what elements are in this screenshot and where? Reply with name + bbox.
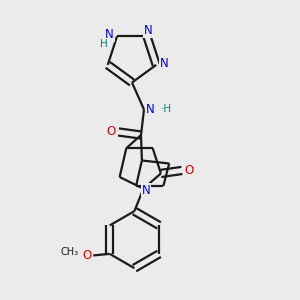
Text: N: N xyxy=(159,57,168,70)
Text: N: N xyxy=(142,184,151,197)
Text: N: N xyxy=(146,103,154,116)
Text: N: N xyxy=(144,24,153,37)
Text: ·H: ·H xyxy=(160,104,172,114)
Text: O: O xyxy=(82,249,92,262)
Text: H: H xyxy=(100,39,107,49)
Text: N: N xyxy=(105,28,114,41)
Text: CH₃: CH₃ xyxy=(60,248,78,257)
Text: O: O xyxy=(106,125,116,139)
Text: O: O xyxy=(185,164,194,177)
